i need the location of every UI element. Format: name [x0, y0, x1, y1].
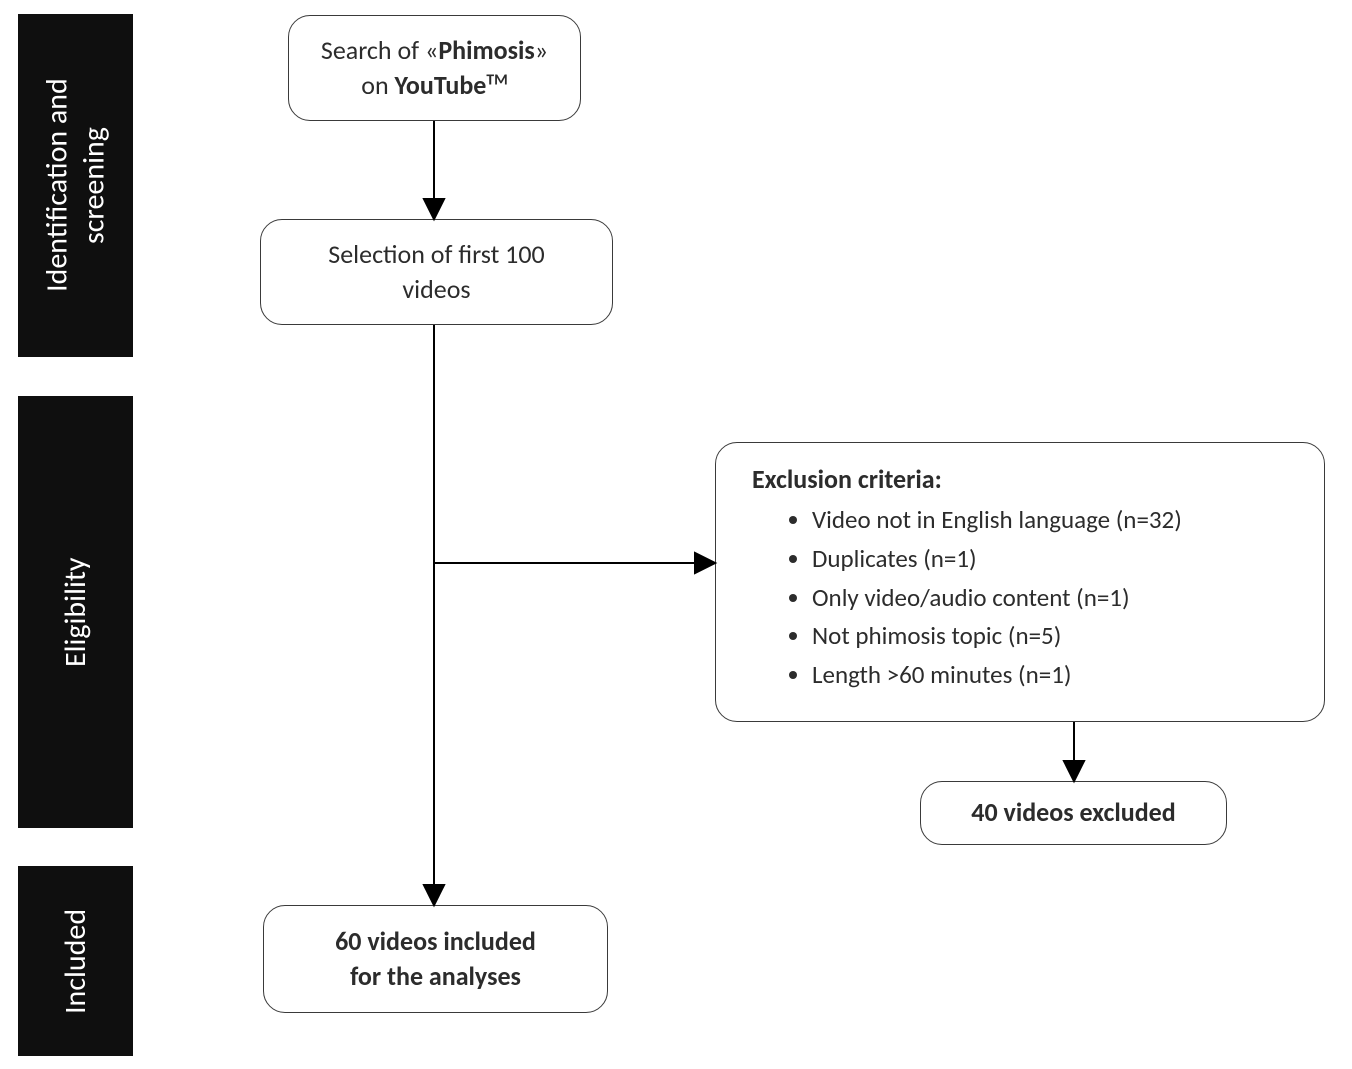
- text-sup: TM: [486, 70, 507, 89]
- phase-id-screen: Identification and screening: [18, 14, 133, 357]
- criteria-item: Duplicates (n=1): [812, 540, 1294, 579]
- node-label: Selection of first 100 videos: [328, 237, 544, 307]
- criteria-item: Video not in English language (n=32): [812, 501, 1294, 540]
- node-label: 60 videos included for the analyses: [335, 924, 536, 994]
- text-bold: Phimosis: [438, 34, 534, 66]
- phase-included: Included: [18, 866, 133, 1056]
- node-selection: Selection of first 100 videos: [260, 219, 613, 325]
- criteria-item: Length >60 minutes (n=1): [812, 656, 1294, 695]
- node-included: 60 videos included for the analyses: [263, 905, 608, 1013]
- node-search: Search of «Phimosis» on YouTubeTM: [288, 15, 581, 121]
- text: Search of «: [321, 34, 438, 66]
- node-label: 40 videos excluded: [971, 795, 1175, 830]
- text: »: [535, 34, 548, 66]
- criteria-title: Exclusion criteria:: [752, 463, 1294, 495]
- node-excluded: 40 videos excluded: [920, 781, 1227, 845]
- text-bold: YouTube: [394, 69, 486, 101]
- criteria-item: Not phimosis topic (n=5): [812, 617, 1294, 656]
- criteria-item: Only video/audio content (n=1): [812, 579, 1294, 618]
- text: on: [361, 69, 394, 101]
- node-criteria: Exclusion criteria: Video not in English …: [715, 442, 1325, 722]
- criteria-list: Video not in English language (n=32)Dupl…: [752, 501, 1294, 695]
- phase-eligibility: Eligibility: [18, 396, 133, 828]
